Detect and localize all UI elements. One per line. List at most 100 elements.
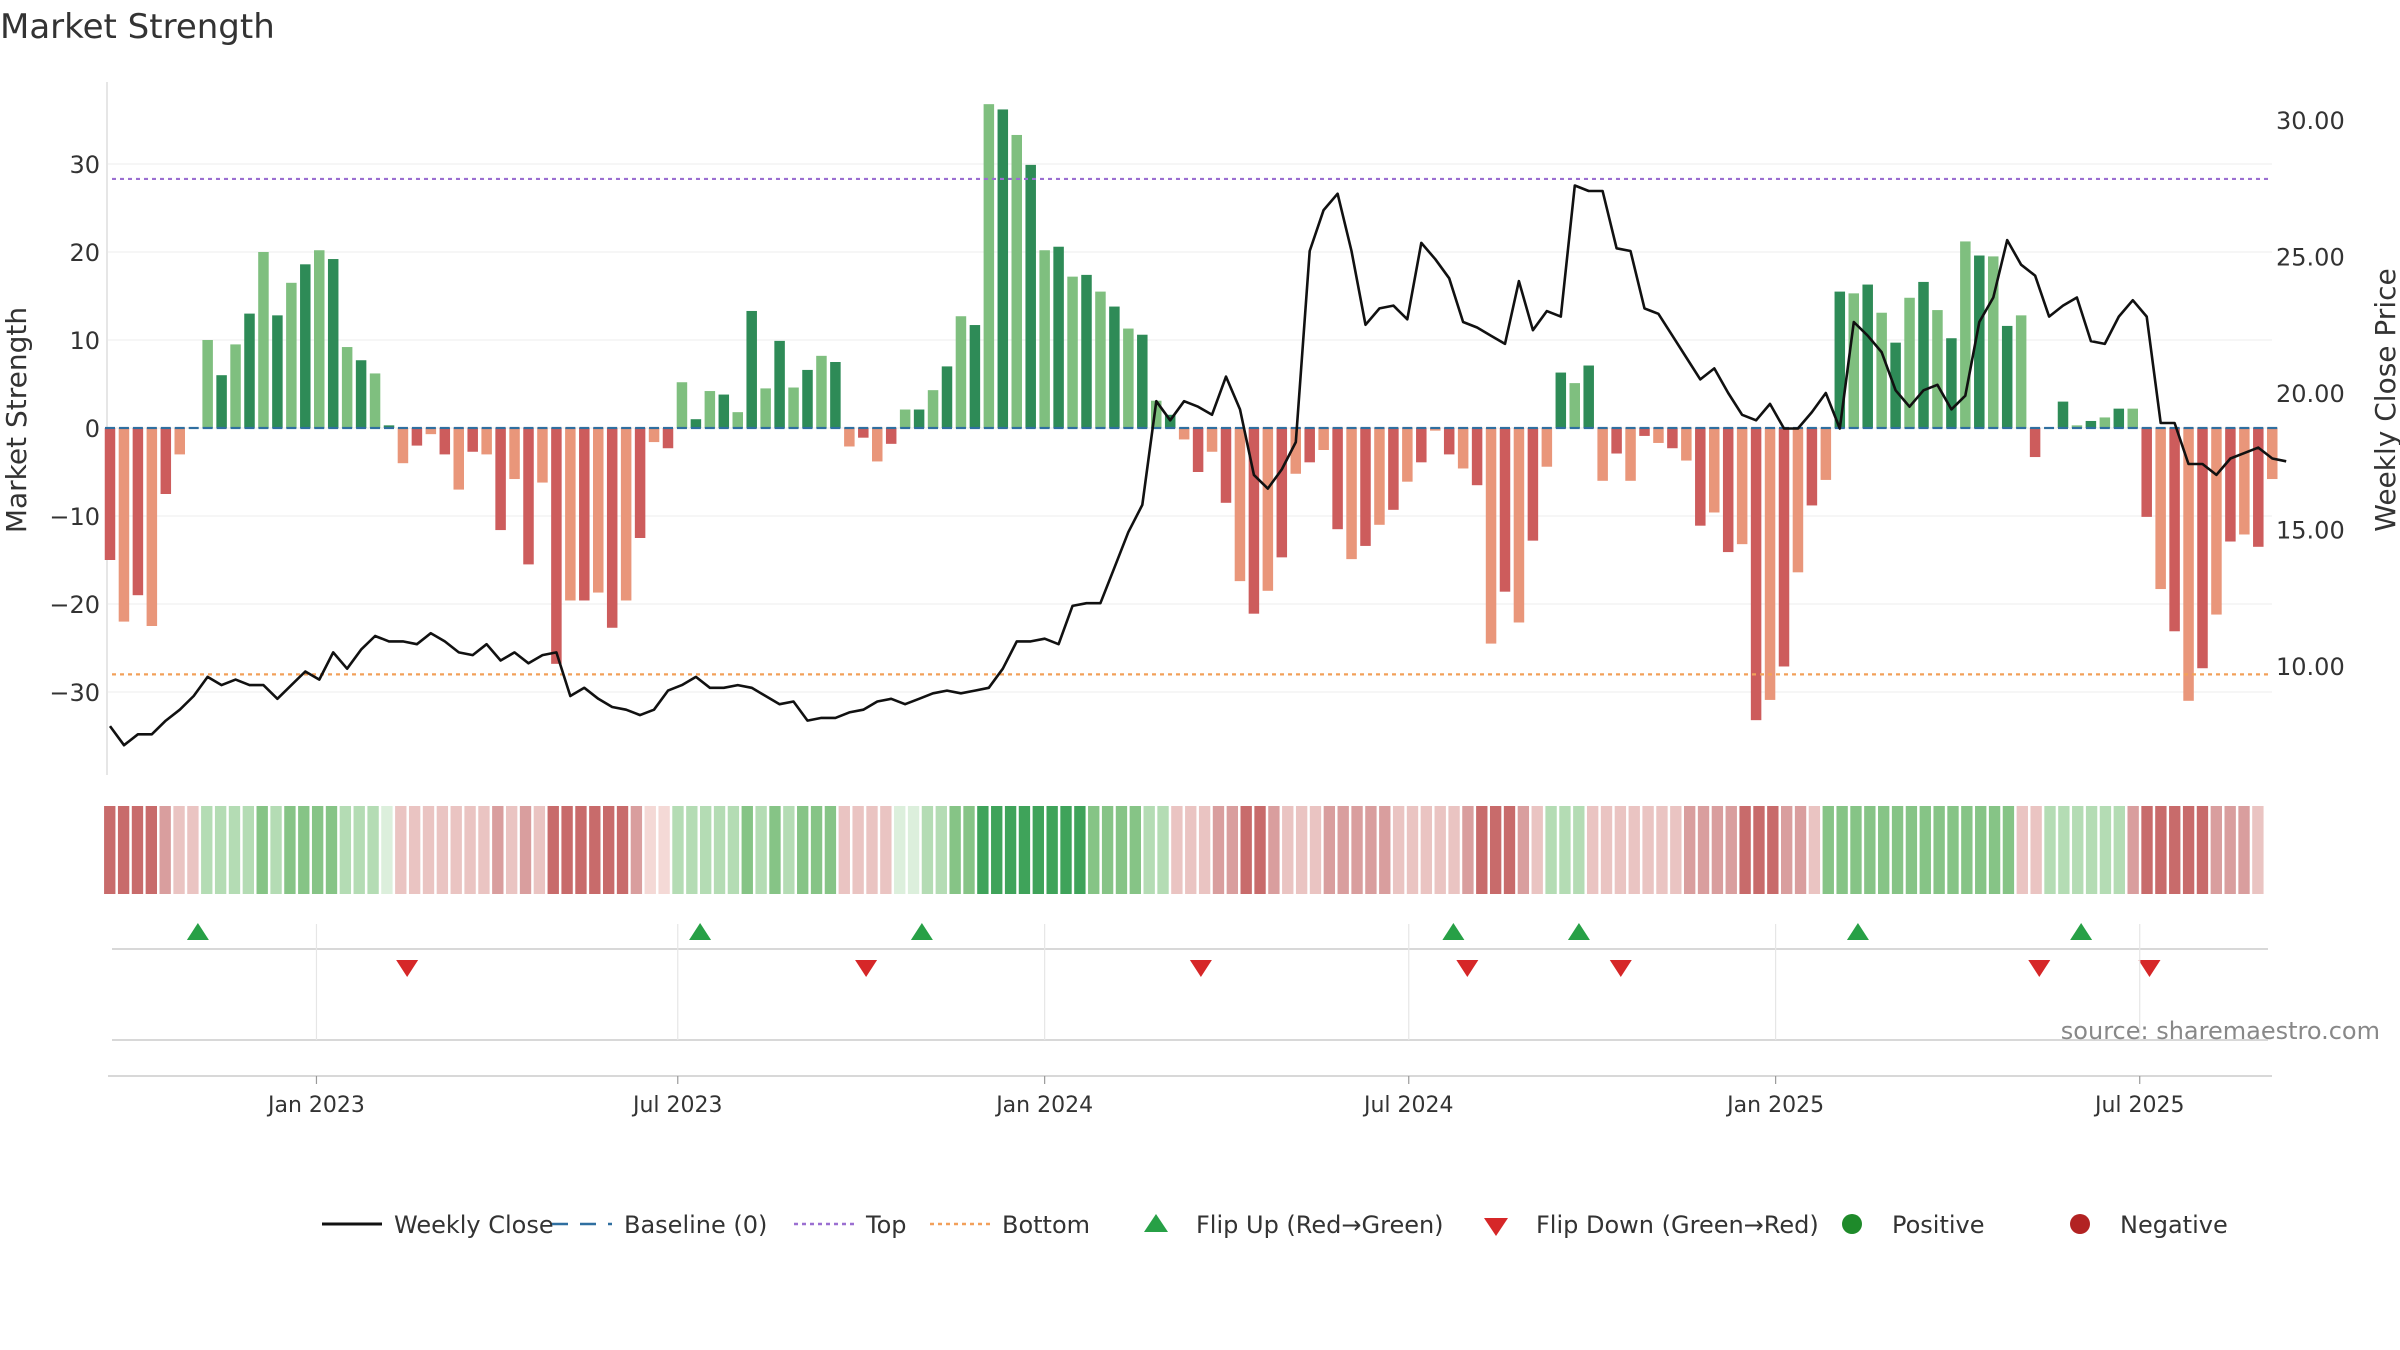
strength-bar-108 [1611, 428, 1622, 454]
strength-bar-41 [676, 382, 688, 428]
heat-cell-67 [1032, 806, 1044, 894]
heat-cell-61 [949, 806, 961, 894]
heat-cell-130 [1905, 806, 1918, 894]
strength-bar-8 [216, 375, 227, 428]
heat-cell-55 [866, 806, 878, 894]
heat-cell-43 [700, 806, 712, 894]
heat-cell-72 [1101, 806, 1114, 894]
strength-bar-85 [1290, 428, 1301, 474]
heat-cell-154 [2238, 806, 2250, 894]
y-left-tick-0: 30 [69, 151, 100, 179]
heat-cell-145 [2113, 806, 2125, 894]
heat-cell-146 [2127, 806, 2139, 894]
heat-cell-63 [977, 806, 989, 894]
flip-up-marker-2 [910, 923, 933, 940]
heat-cell-131 [1919, 806, 1931, 894]
strength-bar-56 [885, 428, 897, 444]
heat-cell-62 [963, 806, 975, 894]
strength-bar-107 [1597, 428, 1608, 481]
strength-bar-128 [1890, 342, 1901, 428]
x-tick-0: Jan 2023 [266, 1093, 365, 1118]
heat-cell-6 [187, 806, 199, 894]
legend-swatch-6 [1842, 1214, 1862, 1234]
heat-cell-128 [1878, 806, 1890, 894]
flip-up-marker-5 [1846, 923, 1869, 940]
heat-cell-36 [602, 806, 615, 894]
strength-bar-98 [1471, 428, 1483, 486]
strength-bar-57 [899, 409, 911, 428]
strength-bar-105 [1569, 383, 1580, 428]
strength-bar-90 [1360, 428, 1371, 546]
flip-up-marker-3 [1442, 923, 1465, 940]
heat-cell-99 [1476, 806, 1488, 894]
heat-cell-18 [353, 806, 365, 894]
flip-down-marker-4 [1609, 960, 1632, 977]
strength-bar-53 [844, 428, 855, 447]
legend-swatch-5 [1484, 1218, 1508, 1236]
heat-cell-95 [1420, 806, 1433, 894]
heat-cell-110 [1628, 806, 1640, 894]
strength-bar-155 [2267, 428, 2278, 480]
strength-bar-59 [927, 390, 939, 428]
strength-bar-124 [1834, 291, 1846, 428]
strength-bar-95 [1430, 428, 1441, 431]
strength-bar-123 [1820, 428, 1832, 480]
strength-bar-97 [1457, 428, 1469, 469]
strength-bar-130 [1918, 281, 1929, 428]
heat-cell-51 [810, 806, 823, 894]
strength-bar-22 [411, 428, 423, 446]
weekly-close-line [108, 184, 2287, 747]
heat-cell-46 [741, 806, 753, 894]
legend-label-1: Baseline (0) [624, 1211, 767, 1239]
legend-label-0: Weekly Close [394, 1211, 554, 1239]
strength-bar-146 [2141, 428, 2152, 517]
heat-cell-66 [1018, 806, 1031, 894]
strength-bar-99 [1485, 428, 1497, 644]
strength-bar-10 [244, 313, 255, 428]
heat-cell-28 [492, 806, 504, 894]
x-tick-2: Jan 2024 [994, 1093, 1093, 1118]
heat-cell-16 [325, 806, 338, 894]
heat-cell-108 [1600, 806, 1613, 894]
heat-cell-20 [381, 806, 393, 894]
heat-cell-104 [1545, 806, 1557, 894]
heat-cell-45 [727, 806, 740, 894]
heat-cell-122 [1794, 806, 1807, 894]
strength-bar-103 [1541, 428, 1553, 467]
strength-bar-66 [1025, 164, 1036, 428]
strength-bar-61 [955, 316, 967, 428]
strength-bar-119 [1764, 428, 1776, 700]
legend-item-3: Bottom [930, 1211, 1090, 1239]
heat-cell-10 [242, 806, 255, 894]
y-left-tick-6: −30 [49, 679, 100, 707]
strength-bar-113 [1681, 428, 1692, 461]
strength-bar-38 [634, 428, 646, 538]
strength-bar-42 [690, 419, 702, 428]
strength-bar-7 [202, 340, 213, 428]
strength-bar-116 [1722, 428, 1734, 553]
y-right-tick-3: 15.00 [2276, 517, 2345, 545]
heat-cell-47 [755, 806, 767, 894]
strength-bar-74 [1137, 334, 1148, 428]
strength-bar-71 [1095, 291, 1106, 428]
x-tick-4: Jan 2025 [1725, 1093, 1824, 1118]
strength-bar-43 [704, 391, 716, 428]
heat-cell-136 [1988, 806, 2001, 894]
heat-cell-84 [1268, 806, 1280, 894]
heat-cell-70 [1074, 806, 1086, 894]
y-left-tick-4: −10 [49, 503, 100, 531]
strength-bar-84 [1276, 428, 1288, 558]
legend-item-1: Baseline (0) [552, 1211, 767, 1239]
y-left-tick-3: 0 [85, 415, 100, 443]
strength-bar-27 [481, 428, 492, 455]
chart-title: Market Strength [0, 7, 275, 47]
strength-bar-96 [1443, 428, 1455, 455]
heat-cell-11 [256, 806, 268, 894]
legend-item-5: Flip Down (Green→Red) [1484, 1211, 1819, 1239]
strength-bar-112 [1667, 428, 1678, 449]
heat-cell-60 [935, 806, 947, 894]
heat-cell-134 [1961, 806, 1973, 894]
heat-cell-78 [1185, 806, 1197, 894]
heat-cell-144 [2099, 806, 2112, 894]
strength-bar-106 [1583, 365, 1594, 428]
